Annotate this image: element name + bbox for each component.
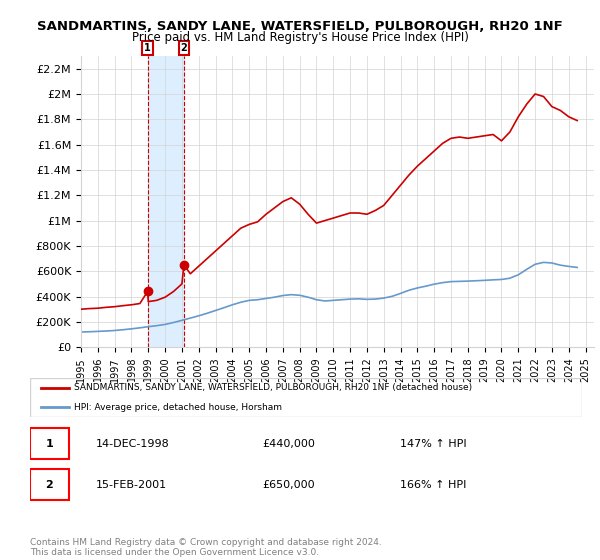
- Text: 166% ↑ HPI: 166% ↑ HPI: [400, 479, 466, 489]
- Text: 14-DEC-1998: 14-DEC-1998: [96, 439, 170, 449]
- Text: Price paid vs. HM Land Registry's House Price Index (HPI): Price paid vs. HM Land Registry's House …: [131, 31, 469, 44]
- Text: 1: 1: [46, 439, 53, 449]
- Bar: [30, 428, 68, 459]
- Text: 1: 1: [144, 43, 151, 53]
- Text: HPI: Average price, detached house, Horsham: HPI: Average price, detached house, Hors…: [74, 403, 282, 412]
- Text: 147% ↑ HPI: 147% ↑ HPI: [400, 439, 466, 449]
- Text: SANDMARTINS, SANDY LANE, WATERSFIELD, PULBOROUGH, RH20 1NF (detached house): SANDMARTINS, SANDY LANE, WATERSFIELD, PU…: [74, 383, 472, 393]
- Text: 2: 2: [46, 479, 53, 489]
- Bar: [148, 56, 184, 347]
- Text: Contains HM Land Registry data © Crown copyright and database right 2024.
This d: Contains HM Land Registry data © Crown c…: [30, 538, 382, 557]
- Text: 2: 2: [181, 43, 187, 53]
- Text: £440,000: £440,000: [262, 439, 315, 449]
- Text: 15-FEB-2001: 15-FEB-2001: [96, 479, 167, 489]
- Bar: [30, 469, 68, 500]
- Text: SANDMARTINS, SANDY LANE, WATERSFIELD, PULBOROUGH, RH20 1NF: SANDMARTINS, SANDY LANE, WATERSFIELD, PU…: [37, 20, 563, 32]
- Text: £650,000: £650,000: [262, 479, 314, 489]
